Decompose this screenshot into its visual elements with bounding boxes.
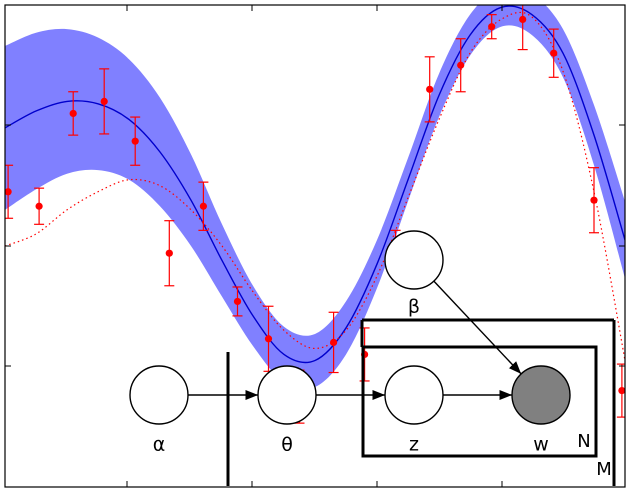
data-point-group [486,14,497,40]
data-point [264,335,273,343]
data-point [35,202,43,210]
data-point-group [232,286,243,317]
node-label-w: w [533,434,549,456]
plot-area [5,5,625,424]
data-point [550,49,558,57]
data-point-group [68,91,79,136]
confidence-band [5,5,625,390]
node-label-z: z [409,434,419,456]
node-theta [257,365,317,425]
data-point-group [548,28,559,78]
data-point [426,85,434,93]
plate-label-N: N [577,431,590,452]
data-point [131,137,139,145]
node-label-alpha: α [153,434,166,456]
data-point-group [5,164,14,219]
plate-diagram: MNα θ z w β [129,230,616,486]
data-point-group [99,68,110,135]
data-point [488,23,496,31]
plate-inner [361,345,598,458]
node-label-theta: θ [281,434,293,456]
node-w [511,365,571,425]
data-point [618,387,625,395]
mean-curve [5,5,625,364]
plate-label-M: M [596,459,612,480]
data-point [590,196,598,204]
data-point [519,15,527,24]
edge-beta-to-w [433,280,522,375]
data-point-group [589,167,599,234]
data-point [69,109,77,118]
node-alpha [129,365,189,425]
data-point-group [164,220,175,287]
data-point [165,249,173,257]
regression-plot [4,4,626,488]
true-function-curve [5,11,625,361]
data-point [5,188,12,196]
data-point-group [616,363,625,418]
node-z [384,365,444,425]
data-point-group [424,56,435,123]
data-point-group [198,181,209,231]
data-point-group [517,5,528,51]
node-beta [384,230,444,290]
data-point-group [130,116,141,166]
data-point-group [328,311,339,374]
data-point [330,338,338,346]
node-label-beta: β [408,296,420,318]
data-point [233,297,242,306]
data-point [199,202,207,210]
data-point [457,61,465,69]
data-point [100,97,108,105]
data-point-group [455,38,466,93]
data-point-group [34,187,45,225]
